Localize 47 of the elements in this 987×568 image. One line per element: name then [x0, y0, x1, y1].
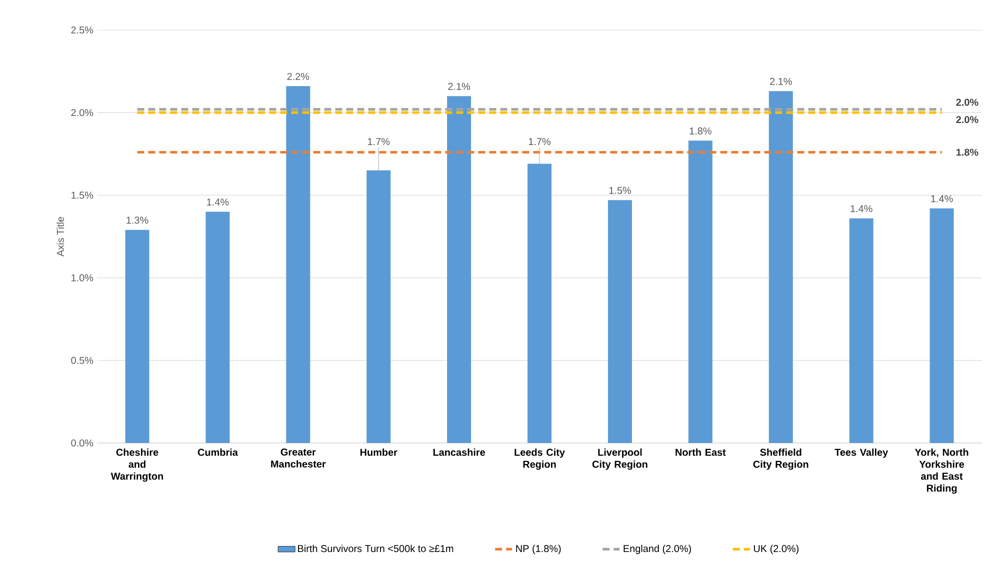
bar — [768, 91, 793, 443]
bar — [930, 208, 954, 443]
data-label: 2.1% — [770, 78, 792, 85]
data-label: 2.0% — [956, 98, 978, 106]
x-tick-label: Cheshire and Warrington — [110, 448, 163, 482]
y-tick-label: 2.5% — [71, 26, 94, 34]
y-tick-label: 2.0% — [71, 109, 94, 116]
bar — [688, 140, 712, 443]
x-tick-label: North East — [676, 448, 726, 456]
y-tick-label: 1.0% — [72, 274, 94, 282]
legend-label: NP (1.8%) — [516, 544, 561, 554]
bar — [528, 164, 552, 443]
data-label: 1.8% — [956, 148, 978, 156]
bar — [125, 230, 150, 443]
x-tick-label: Humber — [360, 448, 398, 456]
data-label: 1.5% — [609, 186, 631, 194]
bar — [608, 200, 632, 443]
x-tick-label: Lancashire — [433, 448, 486, 456]
data-label: 1.4% — [850, 205, 872, 212]
y-tick-label: 0.5% — [71, 356, 94, 364]
y-tick-label: 0.0% — [71, 439, 94, 447]
y-tick-label: 1.5% — [72, 192, 94, 199]
x-tick-label: York, North Yorkshire and East Riding — [914, 448, 968, 494]
x-tick-label: Greater Manchester — [271, 448, 326, 468]
data-label: 1.4% — [931, 195, 953, 202]
bar — [286, 86, 310, 443]
data-label: 2.1% — [448, 82, 470, 90]
bar — [447, 96, 472, 443]
data-label: 2.2% — [287, 72, 310, 80]
x-tick-label: Liverpool City Region — [592, 448, 648, 470]
data-label: 1.3% — [126, 216, 148, 224]
data-label: 1.8% — [690, 127, 712, 134]
data-label: 1.4% — [207, 198, 229, 206]
legend-label: England (2.0%) — [624, 544, 691, 554]
data-label: 1.7% — [528, 138, 551, 146]
legend-label: Birth Survivors Turn <500k to ≥£1m — [298, 544, 454, 552]
data-label: 1.7% — [368, 138, 390, 146]
bar — [206, 212, 230, 443]
data-label: 2.0% — [956, 116, 978, 124]
bar — [366, 170, 391, 443]
x-tick-label: Tees Valley — [834, 448, 888, 458]
x-tick-label: Cumbria — [198, 448, 238, 456]
bar — [849, 218, 874, 443]
x-tick-label: Leeds City Region — [514, 448, 565, 470]
y-axis-title: Axis Title — [56, 216, 64, 256]
legend-label: UK (2.0%) — [754, 544, 799, 554]
x-tick-label: Sheffield City Region — [753, 448, 808, 470]
